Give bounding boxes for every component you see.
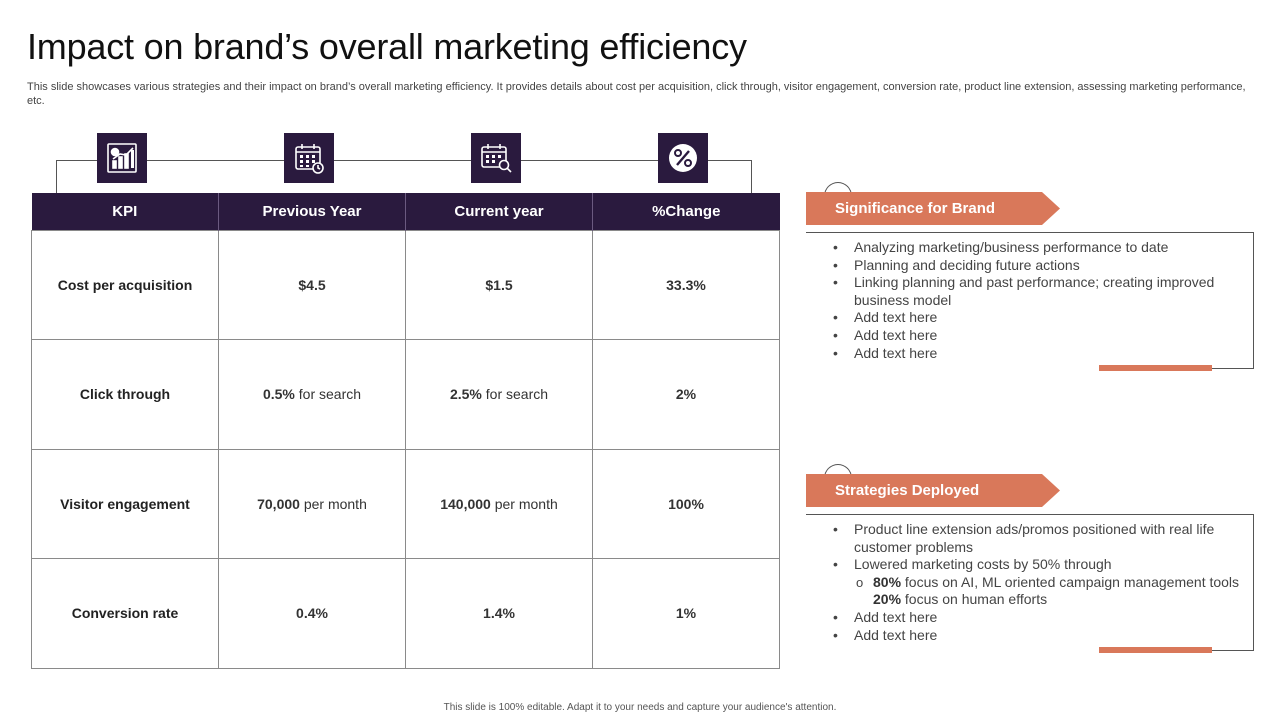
page-subtitle: This slide showcases various strategies … <box>27 81 1246 107</box>
accent-underline <box>1099 647 1212 653</box>
change-value: 33.3% <box>592 229 780 340</box>
list-item: Add text here <box>830 627 1240 645</box>
calendar-icon <box>284 133 334 183</box>
list-item: Analyzing marketing/business performance… <box>830 239 1240 257</box>
list-item: Linking planning and past performance; c… <box>830 274 1240 309</box>
sub-list-item: 80% focus on AI, ML oriented campaign ma… <box>830 574 1240 609</box>
change-value: 100% <box>592 448 780 559</box>
divider <box>1212 368 1254 369</box>
current-value: $1.5 <box>405 229 593 340</box>
list-item: Add text here <box>830 345 1240 363</box>
kpi-name: Conversion rate <box>31 558 219 669</box>
icon-connector-line <box>56 160 752 194</box>
previous-value: $4.5 <box>218 229 406 340</box>
panel-frame <box>806 232 1254 369</box>
list-item: Add text here <box>830 327 1240 345</box>
table-row: Visitor engagement 70,000 per month 140,… <box>31 448 780 559</box>
current-value: 1.4% <box>405 558 593 669</box>
footer-note: This slide is 100% editable. Adapt it to… <box>443 702 837 713</box>
divider <box>1212 650 1254 651</box>
previous-value: 0.4% <box>218 558 406 669</box>
panel-frame <box>806 514 1254 651</box>
significance-list: Analyzing marketing/business performance… <box>830 239 1240 362</box>
kpi-name: Visitor engagement <box>31 448 219 559</box>
header-current-year: Current year <box>405 193 593 230</box>
table-header-row: KPI Previous Year Current year %Change <box>31 193 780 230</box>
current-value: 140,000 per month <box>405 448 593 559</box>
kpi-table: KPI Previous Year Current year %Change C… <box>31 193 780 669</box>
previous-value: 0.5% for search <box>218 339 406 450</box>
significance-banner: Significance for Brand <box>806 192 1060 225</box>
change-value: 2% <box>592 339 780 450</box>
kpi-name: Click through <box>31 339 219 450</box>
change-value: 1% <box>592 558 780 669</box>
page-title: Impact on brand’s overall marketing effi… <box>27 26 747 67</box>
list-item: Planning and deciding future actions <box>830 257 1240 275</box>
chart-report-icon <box>97 133 147 183</box>
strategies-banner: Strategies Deployed <box>806 474 1060 507</box>
kpi-name: Cost per acquisition <box>31 229 219 340</box>
header-kpi: KPI <box>31 193 219 230</box>
header-change: %Change <box>592 193 780 230</box>
percent-icon <box>658 133 708 183</box>
accent-underline <box>1099 365 1212 371</box>
list-item: Add text here <box>830 309 1240 327</box>
calendar-search-icon <box>471 133 521 183</box>
list-item: Product line extension ads/promos positi… <box>830 521 1240 556</box>
table-row: Cost per acquisition $4.5 $1.5 33.3% <box>31 229 780 340</box>
previous-value: 70,000 per month <box>218 448 406 559</box>
table-row: Click through 0.5% for search 2.5% for s… <box>31 339 780 450</box>
strategies-list: Product line extension ads/promos positi… <box>830 521 1240 644</box>
list-item: Lowered marketing costs by 50% through <box>830 556 1240 574</box>
list-item: Add text here <box>830 609 1240 627</box>
significance-panel: Significance for Brand Analyzing marketi… <box>806 182 1254 374</box>
strategies-panel: Strategies Deployed Product line extensi… <box>806 464 1254 656</box>
table-row: Conversion rate 0.4% 1.4% 1% <box>31 558 780 669</box>
header-previous-year: Previous Year <box>218 193 406 230</box>
current-value: 2.5% for search <box>405 339 593 450</box>
